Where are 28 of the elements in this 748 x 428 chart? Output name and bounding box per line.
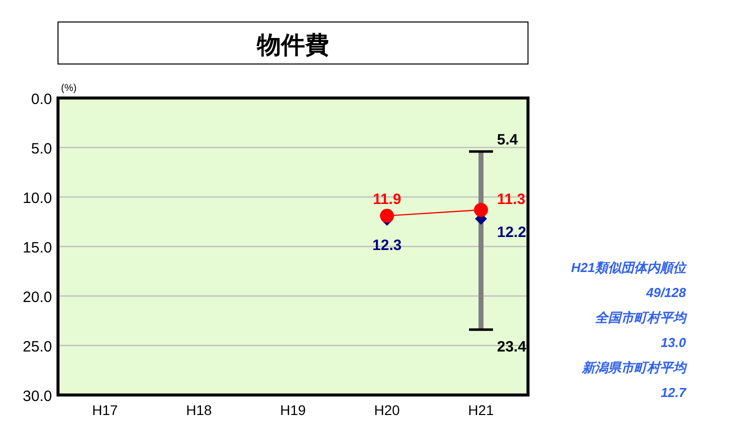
point <box>474 202 488 217</box>
text: H21類似団体内順位 <box>571 260 688 275</box>
x-tick-label: H19 <box>280 402 306 418</box>
y-tick-label: 10.0 <box>22 190 52 207</box>
x-tick-label: H18 <box>186 402 212 418</box>
annotation: 23.4 <box>497 338 527 356</box>
data-label: 11.3 <box>497 190 526 208</box>
text: 49/128 <box>645 285 687 300</box>
data-label: 11.9 <box>372 190 402 208</box>
chart-title: 物件費 <box>256 32 329 59</box>
data-label: 12.3 <box>372 236 402 254</box>
y-tick-label: 15.0 <box>22 240 52 256</box>
data-label: 12.2 <box>497 224 526 241</box>
text: 全国市町村平均 <box>595 310 688 325</box>
text: 新潟県市町村平均 <box>581 360 688 375</box>
y-tick-label: 30.0 <box>22 388 52 405</box>
x-tick-label: H20 <box>374 402 400 418</box>
y-tick-label: 0.0 <box>31 91 52 108</box>
y-tick-label: 25.0 <box>22 338 52 356</box>
text: 12.7 <box>660 385 687 400</box>
x-tick-label: H21 <box>468 402 494 418</box>
text: 13.0 <box>660 335 687 350</box>
y-tick-label: 5.0 <box>31 140 52 158</box>
annotation: 5.4 <box>497 131 519 148</box>
point <box>380 208 394 223</box>
y-axis-title: (%) <box>61 83 77 94</box>
y-tick-label: 20.0 <box>22 289 52 306</box>
x-tick-label: H17 <box>92 402 118 418</box>
